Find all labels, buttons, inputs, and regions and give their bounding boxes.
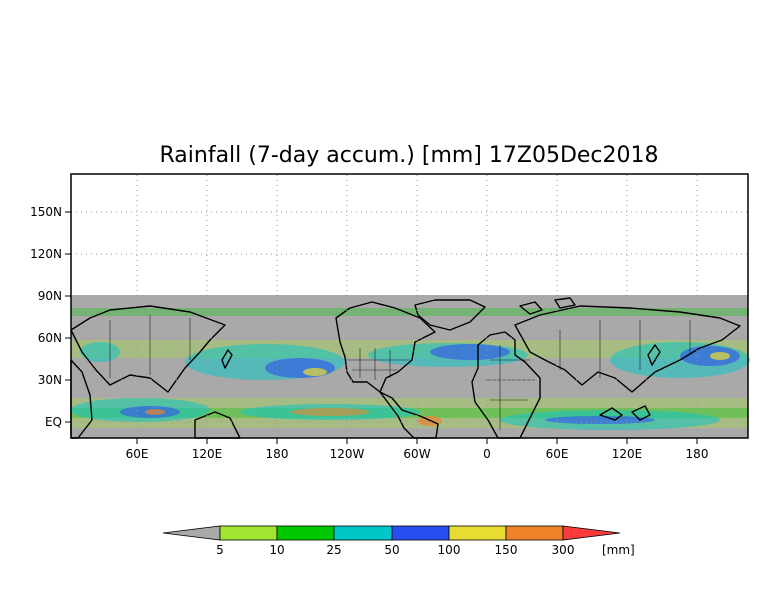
colorbar-over-triangle bbox=[562, 525, 621, 541]
colorbar-bin-50-100 bbox=[391, 525, 450, 541]
lon-label-180-2: 180 bbox=[686, 447, 709, 461]
map-title: Rainfall (7-day accum.) [mm] 17Z05Dec201… bbox=[159, 143, 658, 168]
colorbar-label-5: 5 bbox=[216, 543, 224, 557]
lat-label-eq: EQ bbox=[45, 415, 62, 429]
lon-label-180: 180 bbox=[266, 447, 289, 461]
colorbar-label-50: 50 bbox=[384, 543, 399, 557]
colorbar-bin-10-25 bbox=[276, 525, 335, 541]
colorbar-bin-25-50 bbox=[333, 525, 393, 541]
lat-axis bbox=[65, 211, 71, 423]
lon-label-60w: 60W bbox=[403, 447, 430, 461]
colorbar bbox=[162, 525, 621, 541]
lon-axis bbox=[136, 438, 698, 444]
no-data-region bbox=[71, 295, 748, 438]
lon-label-120e-2: 120E bbox=[612, 447, 643, 461]
lon-label-120e: 120E bbox=[192, 447, 223, 461]
lon-label-120w: 120W bbox=[330, 447, 365, 461]
colorbar-label-150: 150 bbox=[495, 543, 518, 557]
lon-label-0: 0 bbox=[483, 447, 491, 461]
lat-label-60n: 60N bbox=[38, 331, 62, 345]
map-frame bbox=[70, 173, 749, 439]
map-plot-area bbox=[70, 173, 750, 439]
lat-label-150n: 150N bbox=[30, 205, 62, 219]
colorbar-under-triangle bbox=[162, 525, 221, 541]
colorbar-bin-100-150 bbox=[448, 525, 507, 541]
colorbar-bin-150-300 bbox=[505, 525, 564, 541]
lat-label-90n: 90N bbox=[38, 289, 62, 303]
lon-label-60e: 60E bbox=[126, 447, 149, 461]
colorbar-label-10: 10 bbox=[269, 543, 284, 557]
colorbar-bin-5-10 bbox=[219, 525, 278, 541]
colorbar-label-25: 25 bbox=[326, 543, 341, 557]
lon-label-60e-2: 60E bbox=[546, 447, 569, 461]
lat-label-120n: 120N bbox=[30, 247, 62, 261]
borders bbox=[109, 315, 691, 430]
colorbar-label-100: 100 bbox=[438, 543, 461, 557]
rainfall-field bbox=[70, 308, 750, 430]
colorbar-unit: [mm] bbox=[602, 543, 635, 557]
colorbar-label-300: 300 bbox=[552, 543, 575, 557]
coastlines bbox=[70, 297, 741, 439]
lat-label-30n: 30N bbox=[38, 373, 62, 387]
